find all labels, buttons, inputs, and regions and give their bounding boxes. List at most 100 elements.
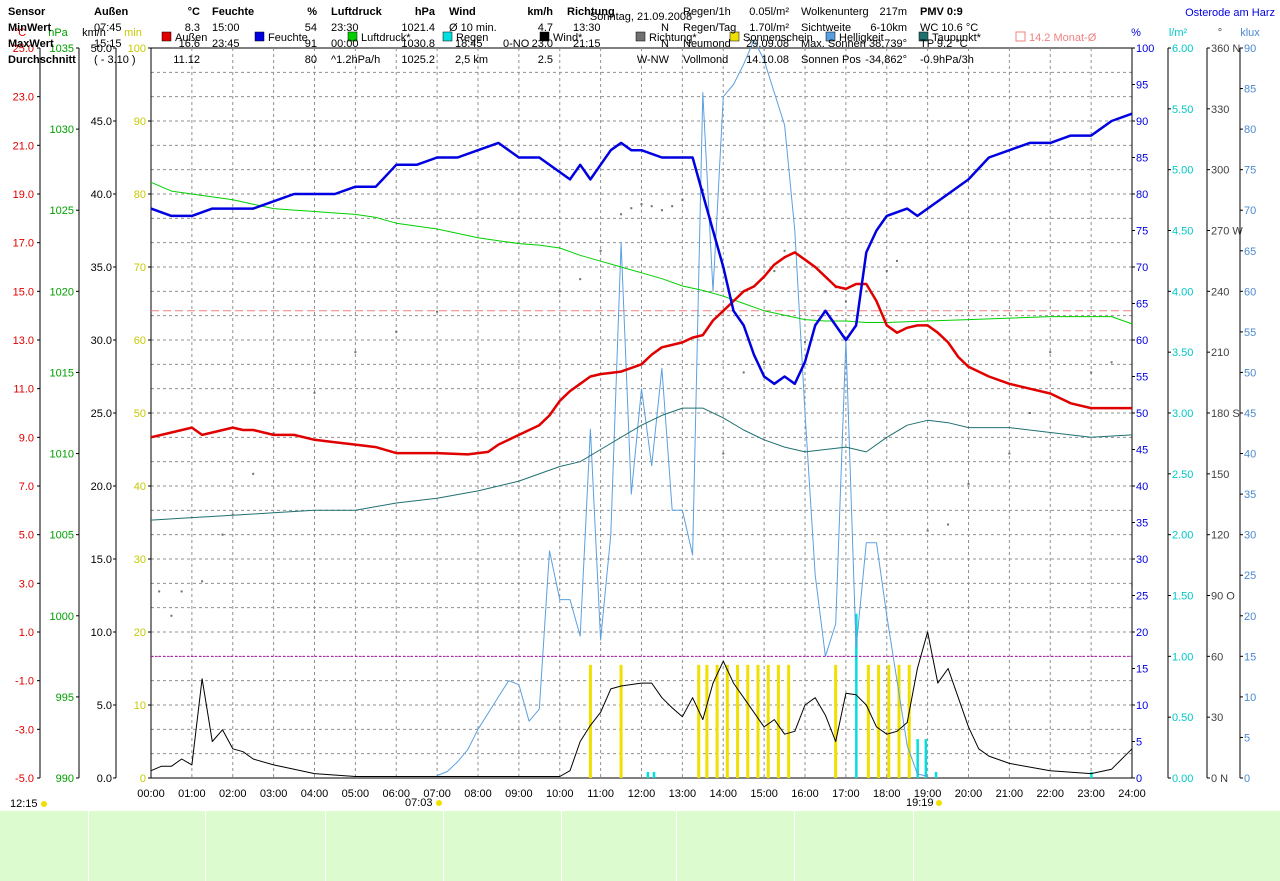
axis-tick-label-humidity: 75 bbox=[1136, 226, 1148, 238]
rain-bar bbox=[934, 771, 938, 778]
axis-tick-label-temp: 23.0 bbox=[13, 92, 34, 104]
axis-tick-label-dir: 120 bbox=[1211, 530, 1229, 542]
axis-tick-label-lux: 70 bbox=[1244, 205, 1256, 217]
unit-pressure: hPa bbox=[48, 27, 68, 39]
axis-tick-label-dir: 0 N bbox=[1211, 773, 1228, 785]
axis-tick-label-temp: 5.0 bbox=[19, 530, 34, 542]
sunshine-bar bbox=[736, 664, 740, 778]
axis-tick-label-wind: 45.0 bbox=[91, 116, 112, 128]
axis-tick-label-dir: 240 bbox=[1211, 286, 1229, 298]
series-point-richtung bbox=[180, 590, 183, 593]
series-line-außen bbox=[150, 251, 1132, 456]
axis-tick-label-lux: 30 bbox=[1244, 530, 1256, 542]
axis-tick-label-lux: 40 bbox=[1244, 449, 1256, 461]
axis-tick-label-lux: 65 bbox=[1244, 246, 1256, 258]
series-point-richtung bbox=[630, 207, 633, 210]
axis-tick-label-temp: 11.0 bbox=[13, 384, 34, 396]
rain-bar bbox=[646, 771, 650, 778]
series-point-richtung bbox=[681, 199, 684, 202]
legend-swatch bbox=[347, 31, 358, 42]
axis-tick-label-humidity: 65 bbox=[1136, 299, 1148, 311]
axis-tick-label-humidity: 15 bbox=[1136, 664, 1148, 676]
axis-tick-label-sun: 90 bbox=[134, 116, 146, 128]
sunshine-bar bbox=[746, 664, 750, 778]
series-point-richtung bbox=[865, 290, 868, 293]
axis-tick-label-lux: 60 bbox=[1244, 286, 1256, 298]
axis-tick-label-rain: 4.00 bbox=[1172, 286, 1193, 298]
x-tick-label: 19:00 bbox=[914, 788, 942, 800]
axis-tick-label-temp: 13.0 bbox=[13, 335, 34, 347]
series-point-richtung bbox=[354, 351, 357, 354]
legend-swatch bbox=[635, 31, 646, 42]
stats-panel bbox=[0, 811, 1280, 881]
marker-sunrise-time: 07:03 bbox=[405, 797, 433, 809]
legend-label: Taupunkt* bbox=[932, 32, 982, 44]
sunshine-bar bbox=[907, 664, 911, 778]
axis-tick-label-wind: 30.0 bbox=[91, 335, 112, 347]
axis-tick-label-pressure: 1010 bbox=[50, 449, 74, 461]
axis-tick-label-pressure: 990 bbox=[56, 773, 74, 785]
axis-tick-label-rain: 3.50 bbox=[1172, 347, 1193, 359]
series-point-richtung bbox=[1008, 452, 1011, 455]
weather-chart: 25.0 23.0 21.0 19.0 17.0 15.0 13.0 11.0 9.0 7.0 5.… bbox=[10, 7, 1275, 810]
legend-label: Außen bbox=[175, 32, 207, 44]
sunshine-bar bbox=[697, 664, 701, 778]
sunset-icon bbox=[936, 800, 942, 806]
series-point-richtung bbox=[231, 513, 234, 516]
sunshine-bar bbox=[787, 664, 791, 778]
series-point-richtung bbox=[436, 310, 439, 313]
marker-sunset-time: 19:19 bbox=[906, 797, 934, 809]
axis-tick-label-sun: 10 bbox=[134, 700, 146, 712]
x-tick-label: 05:00 bbox=[342, 788, 370, 800]
stats-feuchte: Feuchte% 15:00 54 23:45 91 80 bbox=[212, 6, 317, 66]
axis-tick-label-temp: -5.0 bbox=[15, 773, 34, 785]
stats-wind: Wind km/h Ø 10 min. 4.7 18:45 0-NO 23.0 2,5 … bbox=[449, 6, 553, 66]
axis-tick-label-dir: 60 bbox=[1211, 651, 1223, 663]
axis-tick-label-rain: 0.50 bbox=[1172, 712, 1193, 724]
axis-tick-label-wind: 0.0 bbox=[97, 773, 112, 785]
marker-left-time: 12:15 bbox=[10, 798, 38, 810]
x-tick-label: 17:00 bbox=[832, 788, 860, 800]
legend-label: Wind* bbox=[553, 32, 583, 44]
rain-bar bbox=[916, 739, 919, 778]
axis-tick-label-sun: 30 bbox=[134, 554, 146, 566]
x-tick-label: 00:00 bbox=[137, 788, 165, 800]
axis-tick-label-pressure: 1005 bbox=[50, 530, 74, 542]
unit-lux: klux bbox=[1240, 27, 1260, 39]
sunshine-bar bbox=[715, 664, 719, 778]
axis-tick-label-rain: 5.50 bbox=[1172, 104, 1193, 116]
series-point-richtung bbox=[763, 361, 766, 364]
sunshine-bar bbox=[766, 664, 770, 778]
axis-tick-label-sun: 0 bbox=[140, 773, 146, 785]
sunshine-bar bbox=[756, 664, 760, 778]
series-point-richtung bbox=[579, 278, 582, 281]
sunrise-icon bbox=[436, 800, 442, 806]
series-point-richtung bbox=[252, 472, 255, 475]
axis-tick-label-rain: 6.00 bbox=[1172, 43, 1193, 55]
series-point-richtung bbox=[660, 209, 663, 212]
axis-tick-label-dir: 300 bbox=[1211, 165, 1229, 177]
axis-tick-label-humidity: 20 bbox=[1136, 627, 1148, 639]
axis-tick-label-temp: 9.0 bbox=[19, 432, 34, 444]
legend-swatch bbox=[1015, 31, 1026, 42]
axis-tick-label-sun: 70 bbox=[134, 262, 146, 274]
x-tick-label: 03:00 bbox=[260, 788, 288, 800]
series-point-richtung bbox=[895, 259, 898, 262]
stats-pmv: PMV 0:9 WC 10.6 °C TP 9.2 °C -0.9hPa/3h bbox=[920, 6, 979, 66]
legend-swatch bbox=[539, 31, 550, 42]
axis-tick-label-dir: 360 N bbox=[1211, 43, 1240, 55]
series-point-richtung bbox=[599, 249, 602, 252]
axis-tick-label-rain: 5.00 bbox=[1172, 165, 1193, 177]
series-point-richtung bbox=[773, 270, 776, 273]
series-point-richtung bbox=[967, 482, 970, 485]
axis-tick-label-dir: 210 bbox=[1211, 347, 1229, 359]
axis-tick-label-rain: 2.00 bbox=[1172, 530, 1193, 542]
series-point-richtung bbox=[722, 452, 725, 455]
axis-tick-label-pressure: 1035 bbox=[50, 43, 74, 55]
x-tick-label: 06:00 bbox=[382, 788, 410, 800]
axis-tick-label-wind: 15.0 bbox=[91, 554, 112, 566]
x-tick-label: 09:00 bbox=[505, 788, 533, 800]
axis-tick-label-sun: 60 bbox=[134, 335, 146, 347]
rain-bar bbox=[855, 613, 858, 778]
rain-bar bbox=[924, 739, 928, 778]
